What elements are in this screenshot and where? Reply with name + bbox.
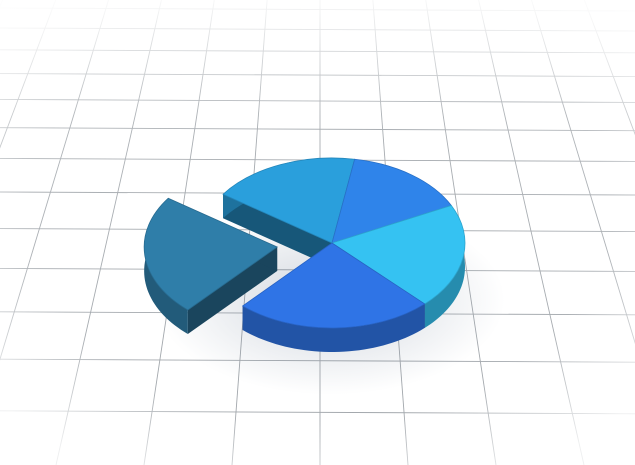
pie-slice-wall bbox=[223, 194, 332, 267]
pie-slice bbox=[331, 205, 466, 305]
pie-slice bbox=[241, 242, 426, 329]
pie-slice bbox=[331, 158, 453, 244]
pie-chart bbox=[143, 157, 466, 352]
pie-slice-side bbox=[242, 303, 425, 352]
pie-slice bbox=[222, 157, 356, 244]
pie-slice bbox=[143, 197, 278, 311]
pie-slice-wall bbox=[187, 247, 278, 334]
